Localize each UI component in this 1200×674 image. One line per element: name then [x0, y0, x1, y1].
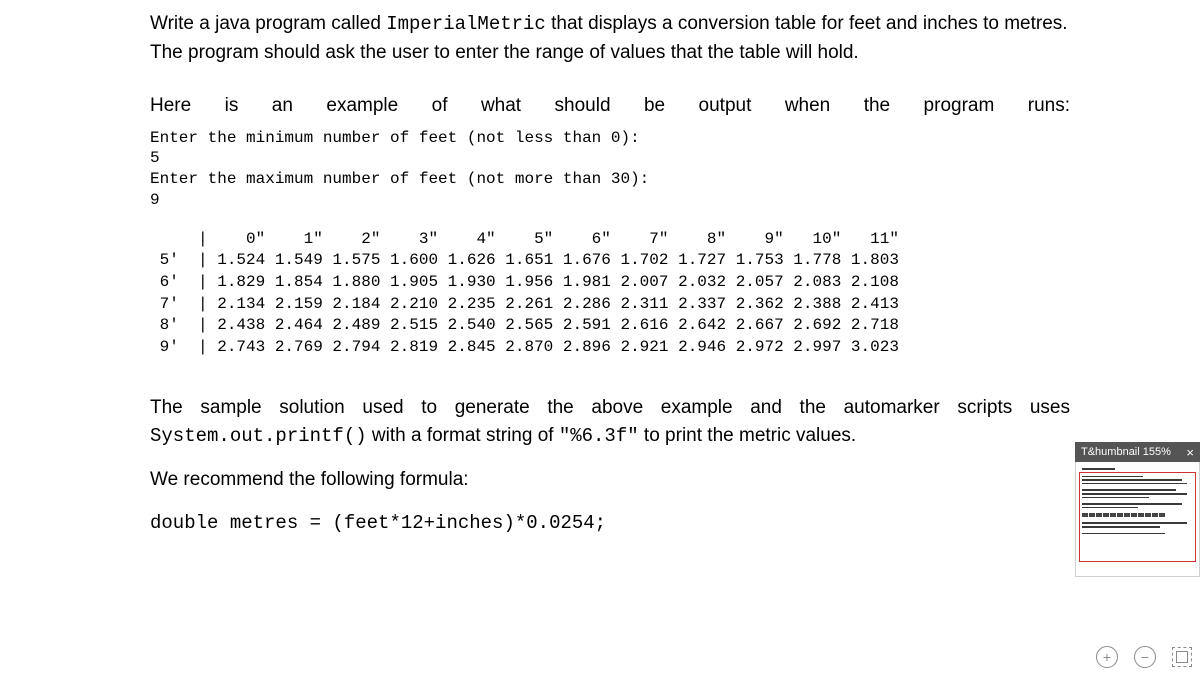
example-heading: Here is an example of what should be out…	[150, 92, 1070, 120]
format-string-code: "%6.3f"	[559, 425, 639, 447]
intro-text-a: Write a java program called	[150, 13, 386, 34]
thumbnail-viewport-indicator[interactable]	[1079, 472, 1196, 562]
printf-code: System.out.printf()	[150, 425, 367, 447]
formula-code: double metres = (feet*12+inches)*0.0254;	[150, 510, 1070, 538]
spacer	[150, 74, 1070, 92]
thumbnail-title: T&humbnail 155%	[1081, 446, 1171, 458]
zoom-out-icon[interactable]: −	[1134, 646, 1156, 668]
closing-paragraph-2: We recommend the following formula:	[150, 466, 1070, 494]
thumbnail-body[interactable]	[1075, 462, 1200, 577]
closing-text-c: to print the metric values.	[639, 425, 857, 446]
fit-page-icon[interactable]	[1172, 647, 1192, 667]
zoom-toolbar: + −	[1096, 646, 1192, 668]
spacer	[150, 502, 1070, 510]
intro-paragraph: Write a java program called ImperialMetr…	[150, 10, 1070, 66]
spacer	[150, 376, 1070, 394]
document-content: Write a java program called ImperialMetr…	[0, 0, 1070, 538]
zoom-in-icon[interactable]: +	[1096, 646, 1118, 668]
conversion-table: | 0" 1" 2" 3" 4" 5" 6" 7" 8" 9" 10" 11" …	[150, 229, 1070, 359]
spacer	[150, 358, 1070, 376]
program-name: ImperialMetric	[386, 13, 546, 35]
closing-text-a: The sample solution used to generate the…	[150, 397, 1070, 418]
closing-text-b: with a format string of	[367, 425, 559, 446]
spacer	[150, 211, 1070, 229]
spacer	[150, 458, 1070, 466]
console-output: Enter the minimum number of feet (not le…	[150, 128, 1070, 211]
thumbnail-header[interactable]: T&humbnail 155% ×	[1075, 442, 1200, 462]
thumbnail-panel: T&humbnail 155% ×	[1075, 442, 1200, 577]
close-icon[interactable]: ×	[1184, 446, 1196, 459]
closing-paragraph-1: The sample solution used to generate the…	[150, 394, 1070, 450]
